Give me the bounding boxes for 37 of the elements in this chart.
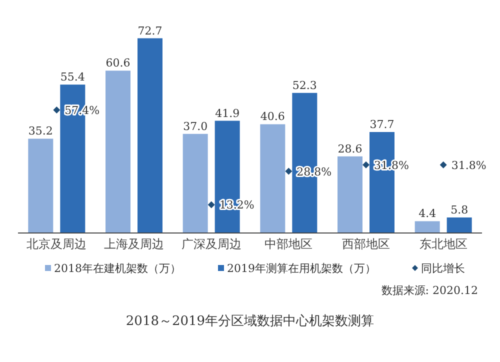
x-tick-label: 西部地区 <box>342 237 390 251</box>
point <box>53 106 60 114</box>
data-label: 72.7 <box>138 24 162 38</box>
data-label: 41.9 <box>215 106 240 120</box>
data-label: 28.6 <box>338 142 362 156</box>
bar <box>182 134 208 233</box>
data-label: 60.6 <box>106 56 130 70</box>
bar <box>414 221 440 233</box>
x-tick-label: 上海及周边 <box>104 237 164 251</box>
legend-label: 2018年在建机架数（万） <box>54 262 181 275</box>
data-label: 35.2 <box>28 124 53 138</box>
data-label: 5.8 <box>450 203 468 216</box>
data-label: 4.4 <box>418 207 436 220</box>
data-label: 31.8% <box>451 158 486 172</box>
data-label: 55.4 <box>60 70 85 84</box>
data-label: 40.6 <box>260 110 285 124</box>
point <box>440 161 447 168</box>
legend-label: 同比增长 <box>421 262 465 275</box>
point <box>285 168 292 175</box>
bar <box>28 138 54 233</box>
data-label: 37.0 <box>183 120 208 133</box>
point <box>362 161 370 168</box>
data-label: 37.7 <box>370 118 394 132</box>
bar <box>138 38 162 233</box>
x-tick-label: 北京及周边 <box>26 237 87 251</box>
legend-label: 2019年测算在用机架数（万） <box>227 262 376 275</box>
bar <box>338 156 362 233</box>
bar <box>106 70 130 233</box>
source-note: 数据来源: 2020.12 <box>381 284 478 297</box>
x-tick-label: 东北地区 <box>419 237 468 251</box>
x-tick-label: 中部地区 <box>264 237 313 251</box>
data-label: 52.3 <box>292 78 317 92</box>
x-tick-label: 广深及周边 <box>181 237 242 251</box>
point <box>208 201 215 208</box>
bar <box>260 124 286 233</box>
text: 2018～2019年分区域数据中心机架数测算 <box>126 313 374 329</box>
bar <box>446 217 472 233</box>
